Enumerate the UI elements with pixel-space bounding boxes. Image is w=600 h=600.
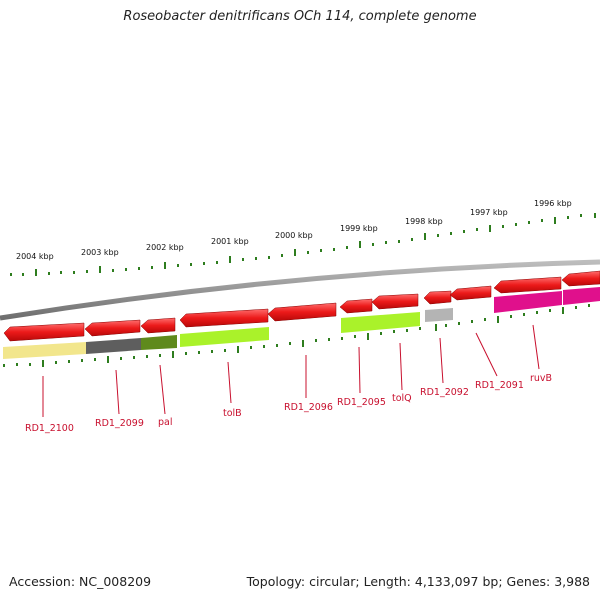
gene-label-rd1-2100[interactable]: RD1_2100 xyxy=(25,423,74,434)
genome-backbone xyxy=(0,259,600,321)
gene-arrow-rd1-2099[interactable] xyxy=(84,319,141,337)
inner-ruler-dots xyxy=(3,304,590,367)
gene-arrows xyxy=(3,270,600,342)
gene-arrow-tolb[interactable] xyxy=(179,308,269,328)
gene-arrow-rd1-2100[interactable] xyxy=(3,322,85,342)
label-leader-lines xyxy=(42,324,540,417)
gene-arrow-rd1-2095[interactable] xyxy=(339,298,373,314)
gene-label-rd1-2091[interactable]: RD1_2091 xyxy=(475,380,524,391)
ruler-label: 2004 kbp xyxy=(16,252,54,261)
gene-arrow-rd1-2092[interactable] xyxy=(423,290,452,305)
gene-label-pal[interactable]: pal xyxy=(158,417,173,428)
gene-label-rd1-2096[interactable]: RD1_2096 xyxy=(284,402,333,413)
cog-band-pal xyxy=(141,335,177,350)
map-title: Roseobacter denitrificans OCh 114, compl… xyxy=(123,9,477,24)
cog-bands xyxy=(3,287,600,359)
outer-ruler-major-ticks xyxy=(35,213,596,276)
gene-arrow-rd1-2096[interactable] xyxy=(267,302,337,322)
gene-label-rd1-2092[interactable]: RD1_2092 xyxy=(420,387,469,398)
gene-arrow-tolq[interactable] xyxy=(371,293,419,310)
accession-text: Accession: NC_008209 xyxy=(9,574,152,589)
cog-band-ruvb xyxy=(494,291,562,313)
cog-band-rd1-2092 xyxy=(425,308,453,322)
cog-band-rd1-2099 xyxy=(86,338,141,354)
ruler-label: 2002 kbp xyxy=(146,243,184,252)
cog-band-tolq xyxy=(341,312,420,333)
gene-arrow-rd1-2091[interactable] xyxy=(449,285,492,301)
gene-label-tolq[interactable]: tolQ xyxy=(392,393,412,404)
ruler-label: 2001 kbp xyxy=(211,237,249,246)
outer-ruler-dots xyxy=(10,214,582,276)
cog-band-next xyxy=(563,287,600,305)
ruler-label: 1999 kbp xyxy=(340,224,378,233)
gene-arrow-pal[interactable] xyxy=(140,317,176,334)
genome-summary-text: Topology: circular; Length: 4,133,097 bp… xyxy=(246,574,590,589)
gene-arrow-ruvb[interactable] xyxy=(493,276,562,294)
gene-label-tolb[interactable]: tolB xyxy=(223,408,242,419)
gene-label-rd1-2099[interactable]: RD1_2099 xyxy=(95,418,144,429)
inner-ruler-major-ticks xyxy=(42,307,564,367)
ruler-label: 1996 kbp xyxy=(534,199,572,208)
ruler-label: 1998 kbp xyxy=(405,217,443,226)
gene-arrow-next[interactable] xyxy=(561,270,600,287)
ruler-label: 2000 kbp xyxy=(275,231,313,240)
ruler-label: 2003 kbp xyxy=(81,248,119,257)
gene-label-rd1-2095[interactable]: RD1_2095 xyxy=(337,397,386,408)
cog-band-rd1-2100 xyxy=(3,342,86,359)
cog-band-tolb xyxy=(180,327,269,347)
ruler-label: 1997 kbp xyxy=(470,208,508,217)
gene-label-ruvb[interactable]: ruvB xyxy=(530,373,552,384)
